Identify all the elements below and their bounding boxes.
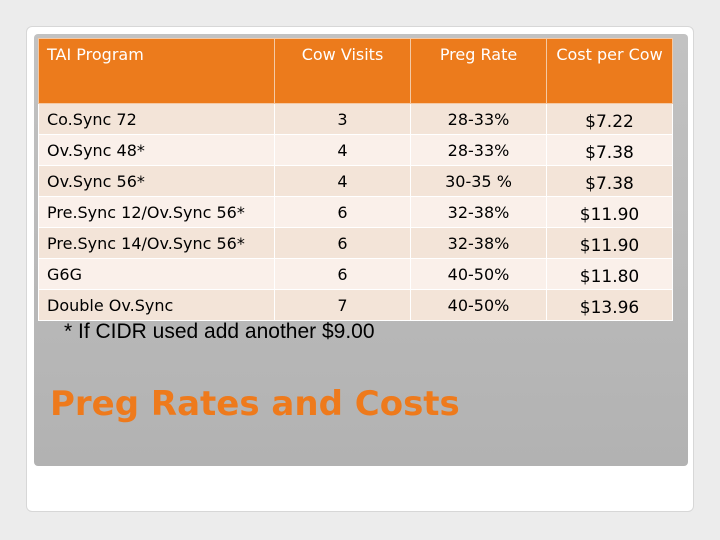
cell-cost: $11.90 — [546, 196, 673, 228]
cell-rate: 40-50% — [410, 289, 547, 321]
cell-cost: $11.90 — [546, 227, 673, 259]
slide-title: Preg Rates and Costs — [50, 384, 460, 424]
table-row: Pre.Sync 12/Ov.Sync 56* 6 32-38% $11.90 — [38, 196, 673, 228]
table-container: TAI Program Cow Visits Preg Rate Cost pe… — [38, 38, 673, 321]
table-row: G6G 6 40-50% $11.80 — [38, 258, 673, 290]
table-row: Pre.Sync 14/Ov.Sync 56* 6 32-38% $11.90 — [38, 227, 673, 259]
cell-cost: $7.38 — [546, 165, 673, 197]
table-row: Ov.Sync 56* 4 30-35 % $7.38 — [38, 165, 673, 197]
cell-visits: 4 — [274, 165, 411, 197]
cell-visits: 4 — [274, 134, 411, 166]
cell-cost: $13.96 — [546, 289, 673, 321]
cell-program: Ov.Sync 56* — [38, 165, 275, 197]
cell-program: Double Ov.Sync — [38, 289, 275, 321]
cell-rate: 40-50% — [410, 258, 547, 290]
table-header: TAI Program Cow Visits Preg Rate Cost pe… — [38, 38, 673, 104]
cell-program: Ov.Sync 48* — [38, 134, 275, 166]
cell-cost: $11.80 — [546, 258, 673, 290]
cell-program: Pre.Sync 12/Ov.Sync 56* — [38, 196, 275, 228]
cell-cost: $7.22 — [546, 103, 673, 135]
cell-program: Pre.Sync 14/Ov.Sync 56* — [38, 227, 275, 259]
cell-visits: 7 — [274, 289, 411, 321]
header-tai-program: TAI Program — [38, 38, 275, 104]
cell-program: Co.Sync 72 — [38, 103, 275, 135]
header-cow-visits: Cow Visits — [274, 38, 411, 104]
cell-rate: 32-38% — [410, 227, 547, 259]
table-row: Co.Sync 72 3 28-33% $7.22 — [38, 103, 673, 135]
cell-visits: 6 — [274, 258, 411, 290]
cell-rate: 32-38% — [410, 196, 547, 228]
cell-rate: 30-35 % — [410, 165, 547, 197]
cell-program: G6G — [38, 258, 275, 290]
cell-visits: 3 — [274, 103, 411, 135]
header-cost-per-cow: Cost per Cow — [546, 38, 673, 104]
cell-visits: 6 — [274, 227, 411, 259]
cidr-footnote: * If CIDR used add another $9.00 — [64, 320, 375, 343]
cell-rate: 28-33% — [410, 134, 547, 166]
preg-rates-table: TAI Program Cow Visits Preg Rate Cost pe… — [38, 38, 673, 321]
cell-rate: 28-33% — [410, 103, 547, 135]
cell-cost: $7.38 — [546, 134, 673, 166]
cell-visits: 6 — [274, 196, 411, 228]
table-body: Co.Sync 72 3 28-33% $7.22 Ov.Sync 48* 4 … — [38, 103, 673, 321]
table-row: Double Ov.Sync 7 40-50% $13.96 — [38, 289, 673, 321]
header-row: TAI Program Cow Visits Preg Rate Cost pe… — [38, 38, 673, 104]
header-preg-rate: Preg Rate — [410, 38, 547, 104]
table-row: Ov.Sync 48* 4 28-33% $7.38 — [38, 134, 673, 166]
